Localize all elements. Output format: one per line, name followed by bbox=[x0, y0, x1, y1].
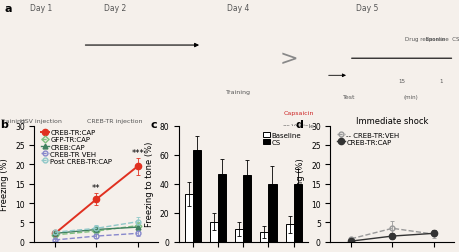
Y-axis label: Freezing (%): Freezing (%) bbox=[297, 158, 305, 210]
Text: Baseline  CS: Baseline CS bbox=[421, 37, 459, 42]
Y-axis label: Freezing (%): Freezing (%) bbox=[0, 158, 9, 210]
Bar bbox=[193, 151, 201, 242]
Text: **: ** bbox=[92, 183, 101, 192]
Title: Immediate shock: Immediate shock bbox=[356, 116, 429, 125]
Legend: -- CREB-TR:VEH, CREB-TR:CAP: -- CREB-TR:VEH, CREB-TR:CAP bbox=[334, 130, 403, 148]
Text: c: c bbox=[151, 119, 157, 129]
Text: 1: 1 bbox=[439, 79, 442, 84]
Text: (min): (min) bbox=[403, 94, 418, 99]
Bar bbox=[185, 194, 193, 242]
Y-axis label: Freezing to tone (%): Freezing to tone (%) bbox=[145, 141, 154, 227]
Text: a: a bbox=[5, 4, 12, 14]
Legend: CREB-TR:CAP, GFP-TR:CAP, CREB:CAP, CREB-TR VEH, Post CREB-TR:CAP: CREB-TR:CAP, GFP-TR:CAP, CREB:CAP, CREB-… bbox=[38, 127, 115, 167]
Text: Training: Training bbox=[1, 118, 26, 123]
Bar bbox=[269, 184, 276, 242]
Text: HSV injection: HSV injection bbox=[20, 118, 62, 123]
Text: Drug response: Drug response bbox=[405, 37, 445, 42]
Text: 15: 15 bbox=[398, 79, 405, 84]
Text: Training: Training bbox=[226, 89, 251, 94]
Text: CREB-TR injection: CREB-TR injection bbox=[87, 118, 142, 123]
Bar bbox=[235, 229, 243, 242]
Text: b: b bbox=[0, 119, 8, 129]
Bar bbox=[218, 174, 226, 242]
Text: Day 1: Day 1 bbox=[30, 4, 52, 13]
Text: Day 2: Day 2 bbox=[104, 4, 126, 13]
Text: or Vehicle: or Vehicle bbox=[283, 123, 314, 129]
Bar bbox=[210, 222, 218, 242]
Text: Day 4: Day 4 bbox=[228, 4, 250, 13]
Text: >: > bbox=[280, 49, 298, 69]
Bar bbox=[294, 184, 302, 242]
Text: Capsaicin: Capsaicin bbox=[283, 110, 313, 115]
Text: Test: Test bbox=[342, 94, 355, 99]
Bar bbox=[260, 232, 269, 242]
Text: ***: *** bbox=[131, 148, 144, 157]
Text: Day 5: Day 5 bbox=[356, 4, 378, 13]
Bar bbox=[243, 175, 252, 242]
Bar bbox=[285, 225, 294, 242]
Text: d: d bbox=[296, 119, 304, 129]
Legend: Baseline, CS: Baseline, CS bbox=[261, 130, 304, 148]
